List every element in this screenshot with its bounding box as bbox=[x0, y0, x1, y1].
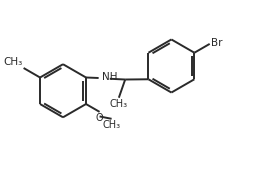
Text: Br: Br bbox=[211, 38, 222, 48]
Text: CH₃: CH₃ bbox=[3, 57, 22, 67]
Text: CH₃: CH₃ bbox=[110, 99, 128, 109]
Text: CH₃: CH₃ bbox=[103, 120, 121, 130]
Text: O: O bbox=[96, 113, 104, 123]
Text: NH: NH bbox=[102, 72, 117, 82]
